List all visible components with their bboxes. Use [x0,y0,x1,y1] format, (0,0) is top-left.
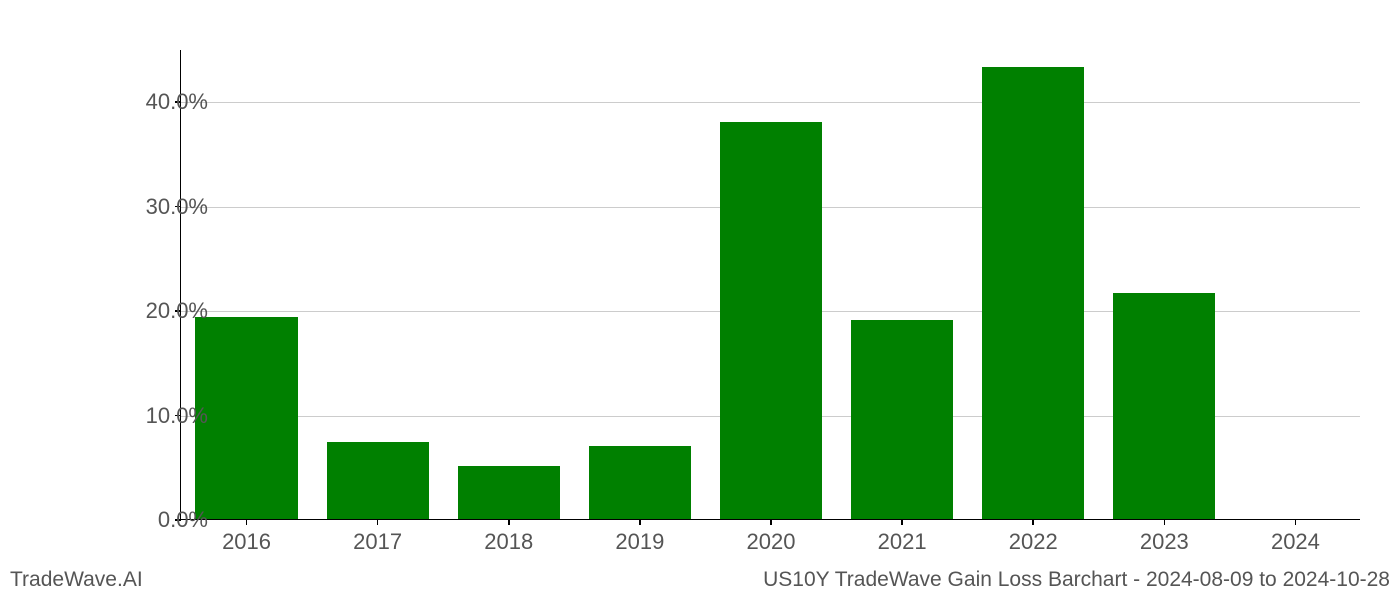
x-tick-mark [246,519,248,525]
bar [851,320,953,519]
bar [1113,293,1215,519]
y-tick-label: 0.0% [158,507,208,533]
x-tick-mark [1164,519,1166,525]
y-tick-label: 40.0% [146,89,208,115]
x-tick-label: 2018 [484,529,533,555]
x-tick-label: 2017 [353,529,402,555]
bar [458,466,560,519]
x-tick-mark [377,519,379,525]
footer-left-label: TradeWave.AI [10,568,143,592]
x-tick-label: 2020 [747,529,796,555]
x-tick-mark [639,519,641,525]
plot-area: 201620172018201920202021202220232024 [180,50,1360,520]
x-tick-mark [1295,519,1297,525]
x-tick-label: 2021 [878,529,927,555]
x-tick-mark [770,519,772,525]
x-tick-label: 2023 [1140,529,1189,555]
y-tick-label: 30.0% [146,194,208,220]
x-tick-mark [901,519,903,525]
gridline [181,102,1360,103]
bar [589,446,691,519]
y-tick-label: 10.0% [146,403,208,429]
x-tick-label: 2024 [1271,529,1320,555]
x-tick-label: 2019 [615,529,664,555]
x-tick-label: 2022 [1009,529,1058,555]
x-tick-label: 2016 [222,529,271,555]
bar [327,442,429,519]
bar [982,67,1084,519]
x-tick-mark [1032,519,1034,525]
y-tick-label: 20.0% [146,298,208,324]
footer-right-label: US10Y TradeWave Gain Loss Barchart - 202… [763,568,1390,592]
bar [720,122,822,519]
bar-chart: 201620172018201920202021202220232024 [180,50,1360,520]
bar [195,317,297,519]
x-tick-mark [508,519,510,525]
